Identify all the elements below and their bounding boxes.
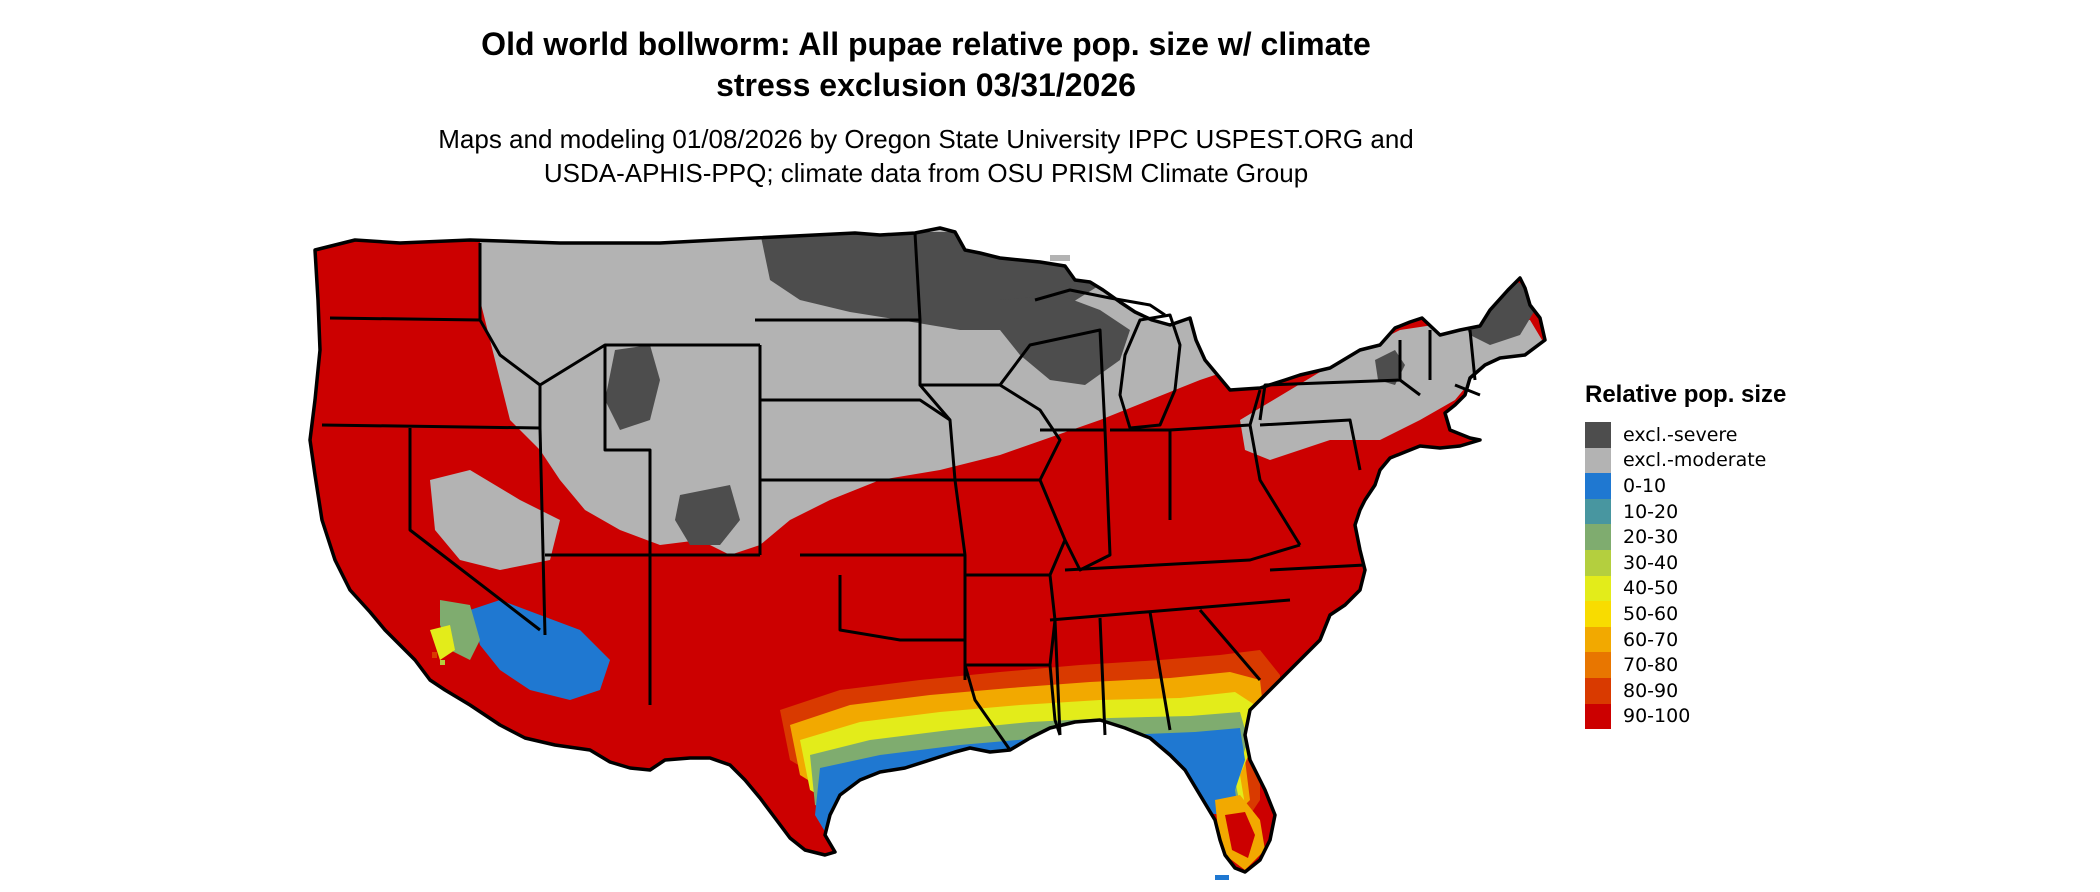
legend-label: 50-60: [1623, 602, 1679, 625]
page-title: Old world bollworm: All pupae relative p…: [0, 24, 1852, 106]
legend-label: 60-70: [1623, 628, 1679, 651]
michigan-lower-peninsula: [1118, 313, 1182, 430]
legend-swatch: [1585, 473, 1611, 499]
legend-item: 90-100: [1585, 703, 1985, 730]
legend-label: 80-90: [1623, 679, 1679, 702]
legend-swatch: [1585, 601, 1611, 627]
page-title-line-2: stress exclusion 03/31/2026: [716, 67, 1136, 103]
region-excl-severe-rockies: [605, 345, 660, 430]
legend-label: 40-50: [1623, 577, 1679, 600]
border-ms-al-ga: [1053, 609, 1262, 736]
border-ky-tn: [1049, 543, 1301, 622]
border-new-england: [1398, 329, 1481, 397]
island-channel-2: [440, 660, 445, 665]
legend-swatch: [1585, 677, 1611, 704]
page-subtitle-line-2: USDA-APHIS-PPQ; climate data from OSU PR…: [543, 158, 1309, 188]
legend-item: 70-80: [1585, 652, 1985, 678]
border-va-nc: [1269, 563, 1366, 572]
border-ca-nv: [408, 428, 541, 632]
legend-item: 50-60: [1585, 601, 1985, 627]
legend-label: excl.-moderate: [1623, 449, 1767, 472]
border-oh-wv-pa: [1248, 418, 1362, 546]
border-wa-or: [329, 316, 481, 322]
border-sd-ne: [760, 398, 951, 422]
region-excl-moderate-northeast: [1240, 318, 1545, 460]
legend-item: excl.-severe: [1585, 422, 1985, 448]
page-title-line-1: Old world bollworm: All pupae relative p…: [481, 26, 1371, 62]
border-id: [478, 243, 542, 428]
country-outline: [308, 226, 1547, 874]
border-nv-ut: [538, 427, 547, 636]
legend-swatch: [1585, 652, 1611, 678]
border-mo: [953, 479, 1067, 577]
border-or-ca-nv: [321, 423, 541, 430]
legend-swatch: [1585, 498, 1611, 525]
map-islands: [432, 255, 1229, 880]
legend-item: 10-20: [1585, 498, 1985, 525]
region-excl-severe-adirondacks: [1375, 350, 1405, 385]
region-southwest-0-10: [470, 600, 610, 700]
legend-item: 20-30: [1585, 524, 1985, 550]
region-southwest-40-50: [430, 625, 455, 660]
legend-label: 30-40: [1623, 551, 1679, 574]
legend-swatch: [1585, 703, 1611, 730]
page-subtitle: Maps and modeling 01/08/2026 by Oregon S…: [0, 122, 1852, 190]
legend-swatch: [1585, 422, 1611, 448]
legend-swatch: [1585, 626, 1611, 653]
legend-item: 0-10: [1585, 473, 1985, 499]
border-wy-ut-co: [603, 345, 652, 555]
legend-label: 70-80: [1623, 654, 1679, 677]
legend-label: excl.-severe: [1623, 423, 1738, 446]
legend-items: excl.-severe excl.-moderate 0-10 10-20 20-30…: [1585, 422, 1985, 730]
legend-item: 40-50: [1585, 575, 1985, 602]
legend-item: 60-70: [1585, 626, 1985, 653]
lake-superior-island: [1050, 255, 1070, 261]
legend-swatch: [1585, 524, 1611, 550]
region-excl-moderate-west: [430, 470, 560, 570]
legend-swatch: [1585, 549, 1611, 576]
state-borders: [308, 226, 1547, 874]
legend-label: 10-20: [1623, 500, 1679, 523]
border-ny-pa: [1258, 378, 1421, 421]
michigan-upper-peninsula: [1034, 288, 1166, 317]
legend-swatch: [1585, 447, 1611, 474]
legend-item: 30-40: [1585, 549, 1985, 576]
florida-keys: [1215, 875, 1229, 880]
page-subtitle-line-1: Maps and modeling 01/08/2026 by Oregon S…: [438, 124, 1414, 154]
legend: Relative pop. size excl.-severe excl.-mod…: [1585, 380, 1985, 730]
legend-item: 80-90: [1585, 677, 1985, 704]
island-channel-1: [432, 652, 437, 658]
region-excl-severe-upper-midwest: [1000, 295, 1130, 385]
legend-label: 20-30: [1623, 526, 1679, 549]
border-mn: [913, 232, 1000, 387]
legend-label: 90-100: [1623, 705, 1691, 728]
legend-title: Relative pop. size: [1585, 381, 1787, 408]
legend-label: 0-10: [1623, 474, 1667, 497]
region-excl-severe-colorado: [675, 485, 740, 545]
border-wi-il: [998, 328, 1107, 432]
legend-swatch: [1585, 575, 1611, 602]
legend-item: excl.-moderate: [1585, 447, 1985, 474]
region-florida-tip-90-100: [1225, 812, 1255, 858]
